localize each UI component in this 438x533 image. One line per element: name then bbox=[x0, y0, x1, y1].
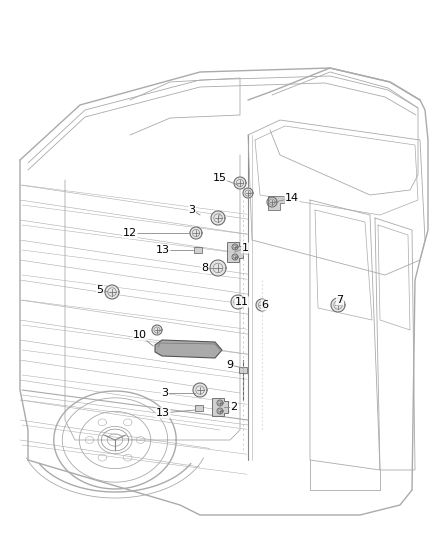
Text: 15: 15 bbox=[213, 173, 227, 183]
Polygon shape bbox=[152, 325, 162, 335]
Text: 3: 3 bbox=[162, 388, 169, 398]
Text: 11: 11 bbox=[235, 297, 249, 307]
Text: 5: 5 bbox=[96, 285, 103, 295]
Text: 1: 1 bbox=[241, 243, 248, 253]
Polygon shape bbox=[268, 196, 284, 210]
Polygon shape bbox=[227, 242, 243, 262]
Polygon shape bbox=[193, 383, 207, 397]
Text: 3: 3 bbox=[188, 205, 195, 215]
Polygon shape bbox=[217, 408, 223, 414]
Polygon shape bbox=[211, 211, 225, 225]
Text: 12: 12 bbox=[123, 228, 137, 238]
Text: 6: 6 bbox=[261, 300, 268, 310]
Text: 8: 8 bbox=[201, 263, 208, 273]
Polygon shape bbox=[217, 400, 223, 406]
Polygon shape bbox=[331, 298, 345, 312]
Polygon shape bbox=[239, 367, 247, 373]
Polygon shape bbox=[190, 227, 202, 239]
Polygon shape bbox=[155, 340, 222, 358]
Polygon shape bbox=[195, 405, 203, 411]
Polygon shape bbox=[105, 285, 119, 299]
Polygon shape bbox=[256, 299, 268, 311]
Polygon shape bbox=[267, 197, 277, 207]
Polygon shape bbox=[212, 398, 228, 416]
Polygon shape bbox=[231, 295, 245, 309]
Text: 2: 2 bbox=[230, 402, 237, 412]
Text: 9: 9 bbox=[226, 360, 233, 370]
Polygon shape bbox=[234, 177, 246, 189]
Polygon shape bbox=[232, 254, 238, 260]
Text: 14: 14 bbox=[285, 193, 299, 203]
Text: 13: 13 bbox=[156, 245, 170, 255]
Text: 13: 13 bbox=[156, 408, 170, 418]
Polygon shape bbox=[210, 260, 226, 276]
Polygon shape bbox=[194, 247, 202, 253]
Text: 10: 10 bbox=[133, 330, 147, 340]
Polygon shape bbox=[232, 244, 238, 250]
Text: 7: 7 bbox=[336, 295, 343, 305]
Polygon shape bbox=[243, 188, 253, 198]
